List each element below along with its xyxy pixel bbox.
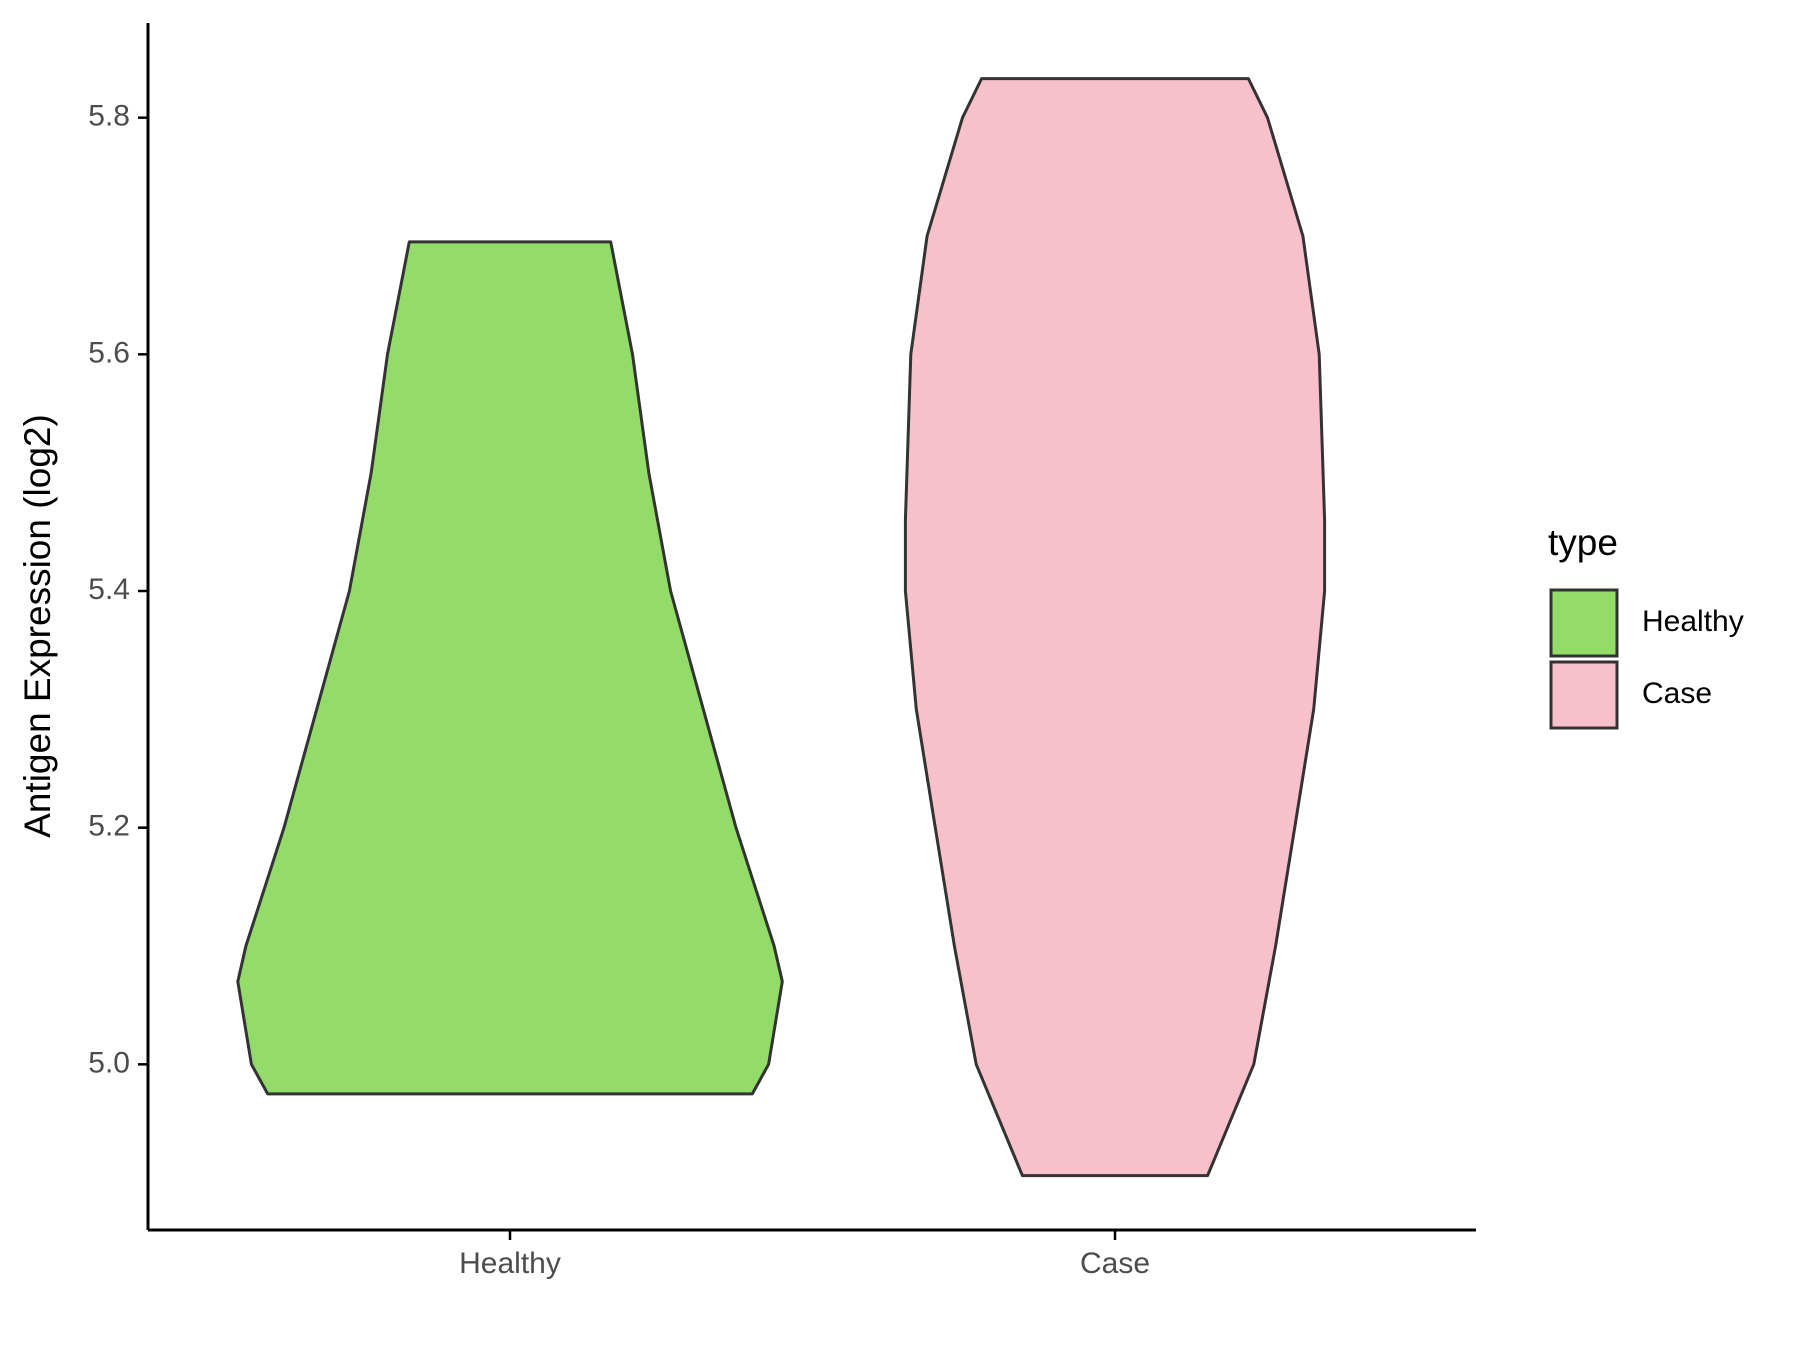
- y-tick-label: 5.4: [88, 573, 130, 606]
- x-tick-label: Healthy: [459, 1247, 561, 1280]
- violin: [903, 77, 1327, 1178]
- legend-label: Healthy: [1642, 605, 1744, 638]
- violin: [236, 240, 784, 1096]
- y-tick-label: 5.8: [88, 100, 130, 133]
- y-tick-label: 5.0: [88, 1046, 130, 1079]
- y-tick-label: 5.6: [88, 336, 130, 369]
- y-tick-label: 5.2: [88, 810, 130, 843]
- legend-key: [1549, 660, 1619, 730]
- x-tick-label: Case: [1080, 1247, 1150, 1280]
- legend-title: type: [1548, 522, 1618, 563]
- legend-key: [1549, 588, 1619, 658]
- legend-label: Case: [1642, 677, 1712, 710]
- y-axis-title: Antigen Expression (log2): [17, 414, 58, 838]
